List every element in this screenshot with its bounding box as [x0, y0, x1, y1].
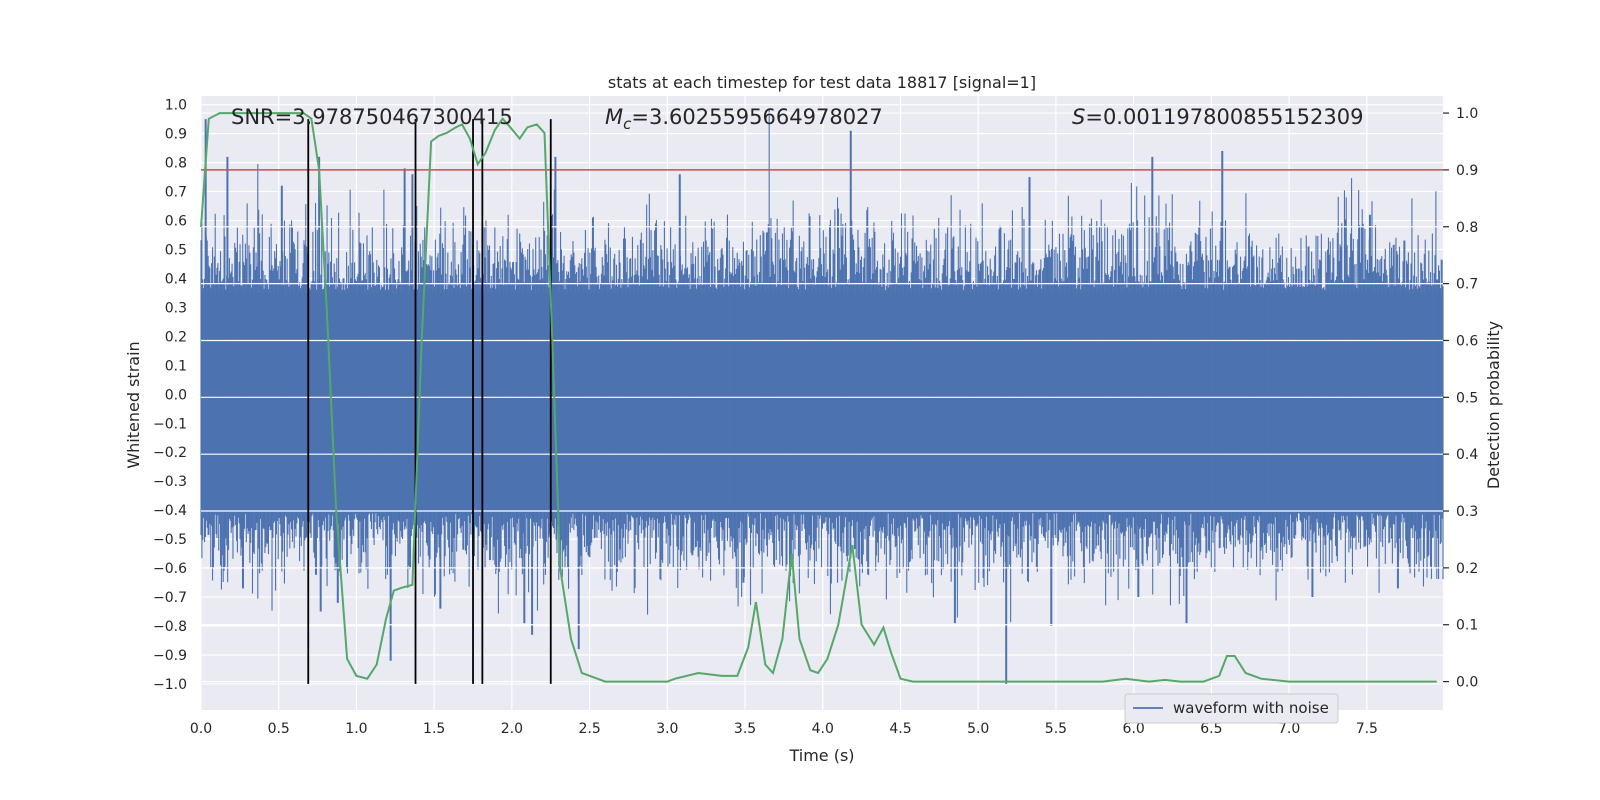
- right-tick-label: 0.5: [1456, 390, 1478, 406]
- x-tick-label: 7.5: [1356, 721, 1378, 737]
- s-annotation: S=0.001197800855152309: [1072, 105, 1363, 129]
- left-tick-label: 0.9: [165, 127, 187, 143]
- detection-probability-line: [200, 112, 1437, 683]
- left-tick-label: −0.7: [153, 590, 187, 606]
- right-axis-label: Detection probability: [1484, 321, 1503, 489]
- right-tick-label: 0.8: [1456, 220, 1478, 236]
- left-tick-label: 0.0: [165, 387, 187, 403]
- left-tick-label: 0.2: [165, 329, 187, 345]
- right-tick-label: 0.1: [1456, 618, 1478, 634]
- x-tick-label: 2.5: [578, 721, 600, 737]
- x-tick-label: 7.0: [1278, 721, 1300, 737]
- x-tick-label: 5.0: [967, 721, 989, 737]
- x-tick-label: 6.0: [1123, 721, 1145, 737]
- chirp-mass-annotation: Mc=3.6025595664978027: [605, 105, 883, 133]
- right-tick-label: 0.9: [1456, 163, 1478, 179]
- x-tick-label: 0.5: [268, 721, 290, 737]
- waveform-with-noise-series: [200, 109, 1444, 684]
- x-tick-label: 1.5: [423, 721, 445, 737]
- left-tick-label: 1.0: [165, 98, 187, 114]
- legend-box: [1124, 693, 1339, 724]
- left-tick-label: 0.6: [165, 214, 187, 230]
- legend-label: waveform with noise: [1173, 699, 1329, 717]
- left-tick-label: 0.3: [165, 300, 187, 316]
- x-tick-label: 0.0: [190, 721, 212, 737]
- x-tick-label: 2.0: [501, 721, 523, 737]
- right-axis-ticks: 1.0 0.9 0.8 0.7 0.6 0.5 0.4 0.3 0.2 0.1 0.0: [1443, 106, 1478, 691]
- left-tick-label: 0.7: [165, 185, 187, 201]
- snr-annotation: SNR=3.978750467300415: [231, 105, 513, 129]
- x-tick-label: 1.0: [345, 721, 367, 737]
- right-tick-label: 0.6: [1456, 333, 1478, 349]
- left-axis-ticks: 1.0 0.9 0.8 0.7 0.6 0.5 0.4 0.3 0.2 0.1 0.0 −0.1 −0.…: [153, 98, 187, 693]
- x-tick-label: 4.0: [812, 721, 834, 737]
- right-tick-label: 0.7: [1456, 277, 1478, 293]
- x-tick-label: 3.5: [734, 721, 756, 737]
- left-tick-label: −0.9: [153, 648, 187, 664]
- left-tick-label: 0.1: [165, 358, 187, 374]
- left-tick-label: 0.4: [165, 271, 187, 287]
- vertical-markers: [307, 119, 552, 684]
- right-tick-label: 1.0: [1456, 106, 1478, 122]
- left-tick-label: −1.0: [153, 677, 187, 693]
- left-tick-label: 0.8: [165, 156, 187, 172]
- legend: waveform with noise: [1124, 693, 1339, 724]
- left-tick-label: −0.1: [153, 416, 187, 432]
- left-tick-label: −0.5: [153, 532, 187, 548]
- x-tick-label: 6.5: [1200, 721, 1222, 737]
- left-tick-label: 0.5: [165, 243, 187, 259]
- left-tick-label: −0.4: [153, 503, 187, 519]
- right-tick-label: 0.4: [1456, 447, 1478, 463]
- x-tick-label: 4.5: [889, 721, 911, 737]
- right-tick-label: 0.2: [1456, 561, 1478, 577]
- right-tick-label: 0.0: [1456, 675, 1478, 691]
- left-tick-label: −0.2: [153, 445, 187, 461]
- chart-title: stats at each timestep for test data 188…: [608, 73, 1036, 92]
- x-tick-label: 5.5: [1045, 721, 1067, 737]
- left-tick-label: −0.8: [153, 619, 187, 635]
- left-tick-label: −0.6: [153, 561, 187, 577]
- x-axis-label: Time (s): [788, 746, 854, 765]
- left-tick-label: −0.3: [153, 474, 187, 490]
- right-tick-label: 0.3: [1456, 504, 1478, 520]
- x-tick-label: 3.0: [656, 721, 678, 737]
- x-axis-ticks: 0.0 0.5 1.0 1.5 2.0 2.5 3.0 3.5 4.0 4.5 5.0 5.5 6.0 6…: [190, 721, 1378, 737]
- left-axis-label: Whitened strain: [124, 341, 143, 468]
